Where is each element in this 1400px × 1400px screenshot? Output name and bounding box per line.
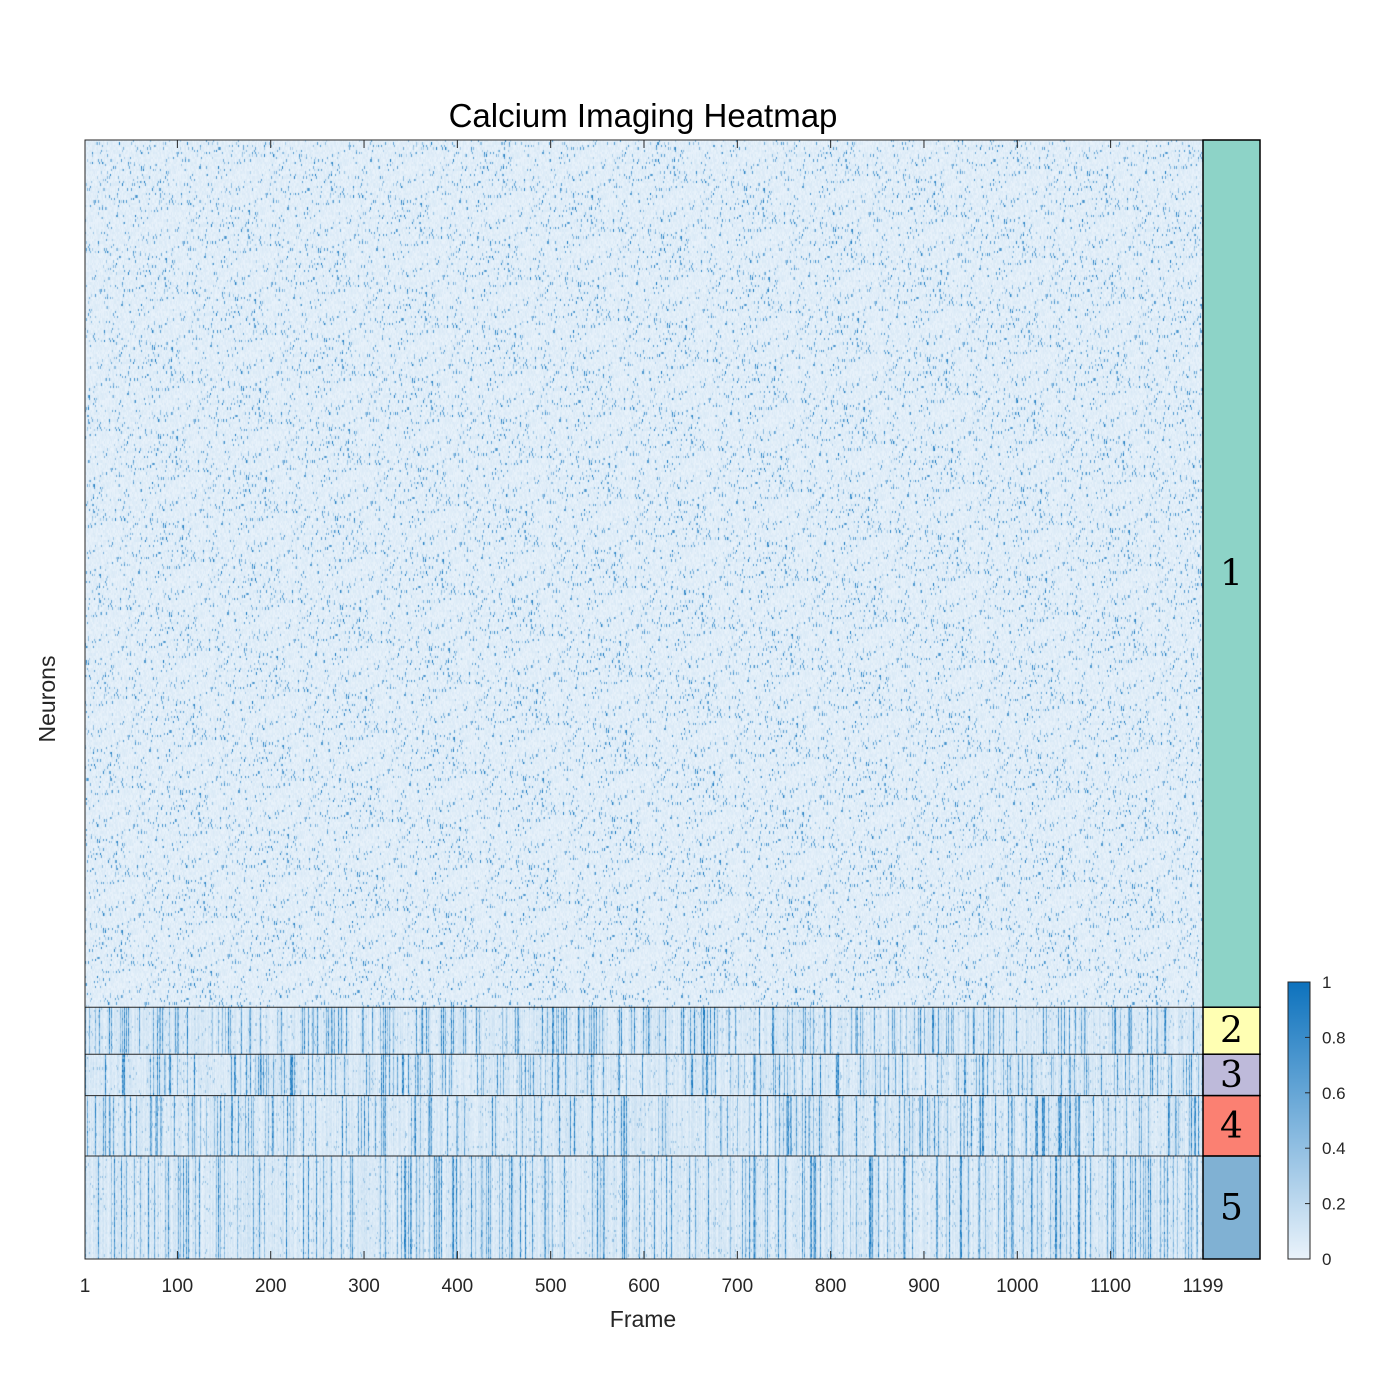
x-tick-label-200: 200 bbox=[255, 1276, 287, 1297]
colorbar-tick-label-2: 0.4 bbox=[1322, 1139, 1346, 1158]
colorbar-tick-label-4: 0.8 bbox=[1322, 1028, 1346, 1047]
x-tick-label-300: 300 bbox=[348, 1276, 380, 1297]
x-tick-label-1: 1 bbox=[80, 1276, 91, 1297]
x-tick-label-500: 500 bbox=[535, 1276, 567, 1297]
cluster-label-4: 4 bbox=[1220, 1106, 1243, 1147]
colorbar-tick-label-5: 1 bbox=[1322, 973, 1331, 992]
y-axis-label: Neurons bbox=[34, 656, 60, 743]
cluster-label-5: 5 bbox=[1220, 1188, 1243, 1229]
x-tick-label-100: 100 bbox=[162, 1276, 194, 1297]
colorbar-ticks: 0 0.2 0.4 0.6 0.8 1 bbox=[1305, 973, 1346, 1269]
cluster-block-1 bbox=[1202, 139, 1261, 1008]
heatmap-plot-area: 1 100 200 300 400 500 600 700 800 900 1000 1100 1199 bbox=[80, 139, 1224, 1297]
x-tick-label-1199: 1199 bbox=[1183, 1276, 1224, 1297]
x-tick-label-800: 800 bbox=[815, 1276, 847, 1297]
x-tick-label-400: 400 bbox=[442, 1276, 474, 1297]
colorbar-gradient bbox=[1287, 981, 1311, 1260]
cluster-block-3 bbox=[1202, 1053, 1261, 1097]
colorbar-tick-label-3: 0.6 bbox=[1322, 1084, 1346, 1103]
x-tick-label-600: 600 bbox=[628, 1276, 660, 1297]
x-axis-label: Frame bbox=[610, 1306, 676, 1332]
colorbar-tick-label-1: 0.2 bbox=[1322, 1195, 1346, 1214]
colorbar-tick-label-0: 0 bbox=[1322, 1250, 1331, 1269]
x-tick-label-900: 900 bbox=[908, 1276, 940, 1297]
x-tick-label-1100: 1100 bbox=[1090, 1276, 1131, 1297]
heatmap-image bbox=[85, 140, 1203, 1259]
cluster-dividers bbox=[85, 1006, 1203, 1157]
x-tick-label-1000: 1000 bbox=[996, 1276, 1038, 1297]
cluster-block-4 bbox=[1202, 1094, 1261, 1157]
cluster-label-3: 3 bbox=[1220, 1055, 1243, 1096]
x-axis-ticks: 1 100 200 300 400 500 600 700 800 900 1000 1100 1199 bbox=[80, 140, 1224, 1297]
cluster-label-1: 1 bbox=[1220, 554, 1243, 595]
cluster-block-5 bbox=[1202, 1155, 1261, 1260]
chart-title: Calcium Imaging Heatmap bbox=[449, 97, 838, 134]
x-tick-label-700: 700 bbox=[721, 1276, 753, 1297]
cluster-label-2: 2 bbox=[1220, 1011, 1243, 1052]
colorbar: 0 0.2 0.4 0.6 0.8 1 bbox=[1287, 973, 1346, 1269]
